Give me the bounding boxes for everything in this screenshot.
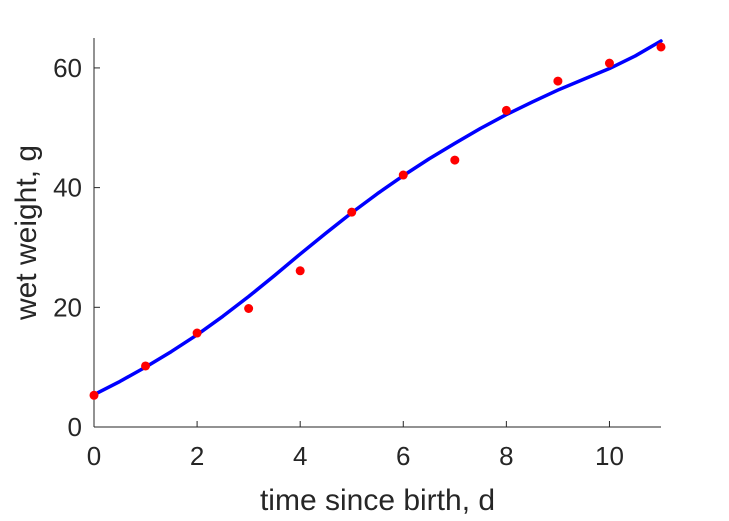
- data-point: [450, 155, 460, 165]
- y-axis-label: wet weight, g: [10, 145, 43, 321]
- data-point: [89, 390, 99, 400]
- x-tick-label: 8: [499, 441, 513, 471]
- axes: 0 2 4 6 8 10 0 20 40 60: [53, 38, 661, 471]
- data-point: [501, 105, 511, 115]
- y-tick-label: 60: [53, 53, 82, 83]
- data-point: [295, 266, 305, 276]
- data-point: [244, 304, 254, 314]
- data-point: [141, 361, 151, 371]
- x-tick-label: 6: [396, 441, 410, 471]
- x-tick-label: 10: [595, 441, 624, 471]
- y-tick-label: 20: [53, 292, 82, 322]
- x-tick-label: 4: [293, 441, 307, 471]
- plot-area: [89, 39, 666, 400]
- data-point: [398, 170, 408, 180]
- y-tick-label: 40: [53, 173, 82, 203]
- data-point: [347, 207, 357, 217]
- data-point: [192, 328, 202, 338]
- y-tick-label: 0: [68, 412, 82, 442]
- data-point: [656, 42, 666, 52]
- data-point: [604, 58, 614, 68]
- x-tick-label: 2: [190, 441, 204, 471]
- data-point: [553, 76, 563, 86]
- x-axis-label: time since birth, d: [260, 484, 495, 517]
- fit-curve-line: [92, 39, 663, 397]
- x-tick-label: 0: [87, 441, 101, 471]
